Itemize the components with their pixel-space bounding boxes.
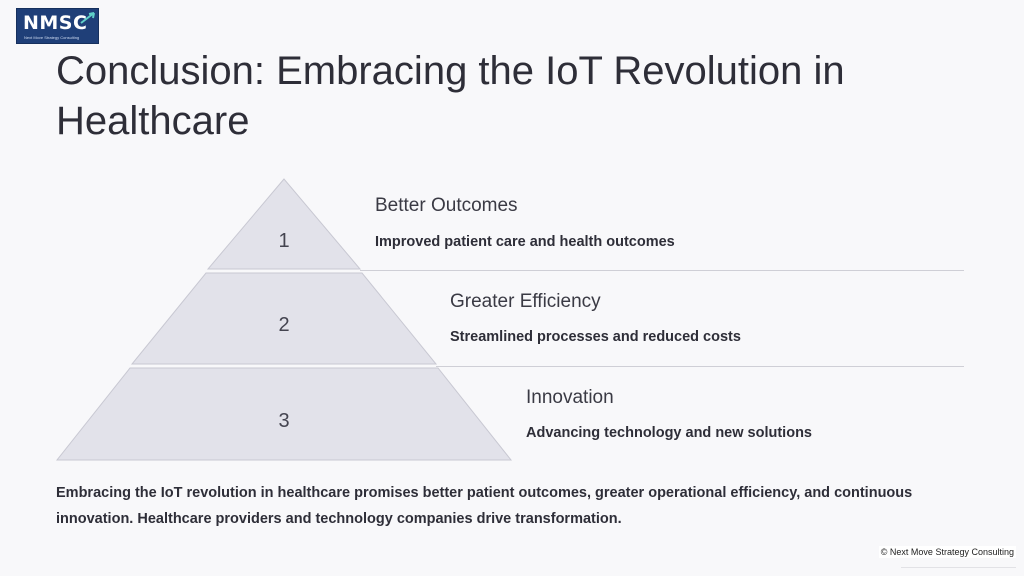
level-2-heading: Greater Efficiency bbox=[450, 291, 601, 312]
pyramid-level-3-number: 3 bbox=[278, 410, 290, 432]
slide-title: Conclusion: Embracing the IoT Revolution… bbox=[56, 49, 845, 143]
footer-divider bbox=[901, 567, 1016, 568]
level-3-heading: Innovation bbox=[526, 387, 614, 408]
logo-text: NMSC bbox=[23, 12, 88, 34]
level-2-description: Streamlined processes and reduced costs bbox=[450, 329, 741, 345]
summary-text: Embracing the IoT revolution in healthca… bbox=[56, 485, 913, 527]
pyramid-level-1-shape bbox=[206, 178, 362, 270]
level-2-divider bbox=[436, 366, 964, 367]
pyramid-level-2-number: 2 bbox=[278, 314, 290, 336]
copyright-footer: © Next Move Strategy Consulting bbox=[878, 546, 1016, 558]
logo-tagline: Next Move Strategy Consulting bbox=[24, 35, 80, 40]
level-3-description: Advancing technology and new solutions bbox=[526, 425, 812, 441]
company-logo: NMSC Next Move Strategy Consulting bbox=[16, 8, 99, 44]
pyramid-level-2-shape bbox=[130, 272, 438, 365]
logo-arrow-icon bbox=[80, 12, 95, 24]
level-1-description: Improved patient care and health outcome… bbox=[375, 234, 675, 250]
pyramid-level-1-number: 1 bbox=[278, 230, 290, 252]
level-1-divider bbox=[360, 270, 964, 271]
level-1-heading: Better Outcomes bbox=[375, 195, 518, 216]
pyramid-level-3-shape bbox=[55, 367, 513, 461]
